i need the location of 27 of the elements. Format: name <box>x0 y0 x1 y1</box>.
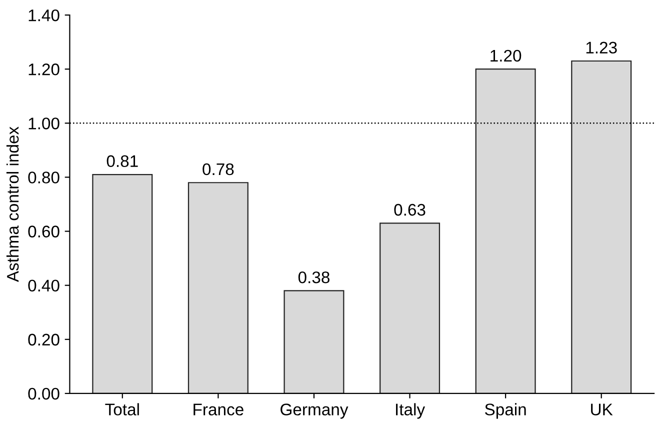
bar <box>284 290 344 394</box>
y-tick-label: 1.40 <box>28 9 60 22</box>
x-tick-label: Italy <box>396 403 426 419</box>
data-label: 0.78 <box>202 163 234 176</box>
data-label: 0.38 <box>298 271 330 284</box>
bar <box>188 182 248 394</box>
bar <box>475 68 536 394</box>
bar <box>92 174 153 394</box>
bar <box>571 60 632 394</box>
x-tick-label: UK <box>591 404 613 416</box>
y-tick-label: 1.00 <box>28 118 60 130</box>
y-tick-label: 0.60 <box>28 226 60 238</box>
y-tick-label: 0.00 <box>28 388 60 400</box>
bar <box>380 222 440 394</box>
data-label: 1.23 <box>586 42 617 54</box>
x-tick-label: France <box>194 404 244 416</box>
data-label: 1.20 <box>490 50 522 62</box>
y-axis-title: Asthma control index <box>6 126 19 282</box>
data-label: 0.81 <box>106 155 138 168</box>
x-tick-label: Total <box>105 403 139 416</box>
y-tick-label: 0.40 <box>28 280 60 292</box>
y-tick-label: 0.20 <box>28 334 60 346</box>
y-tick-label: 0.80 <box>28 172 60 184</box>
x-tick-label: Spain <box>485 403 526 419</box>
data-label: 0.63 <box>394 204 426 216</box>
x-tick-label: Germany <box>280 404 348 419</box>
y-tick-label: 1.20 <box>28 64 60 76</box>
